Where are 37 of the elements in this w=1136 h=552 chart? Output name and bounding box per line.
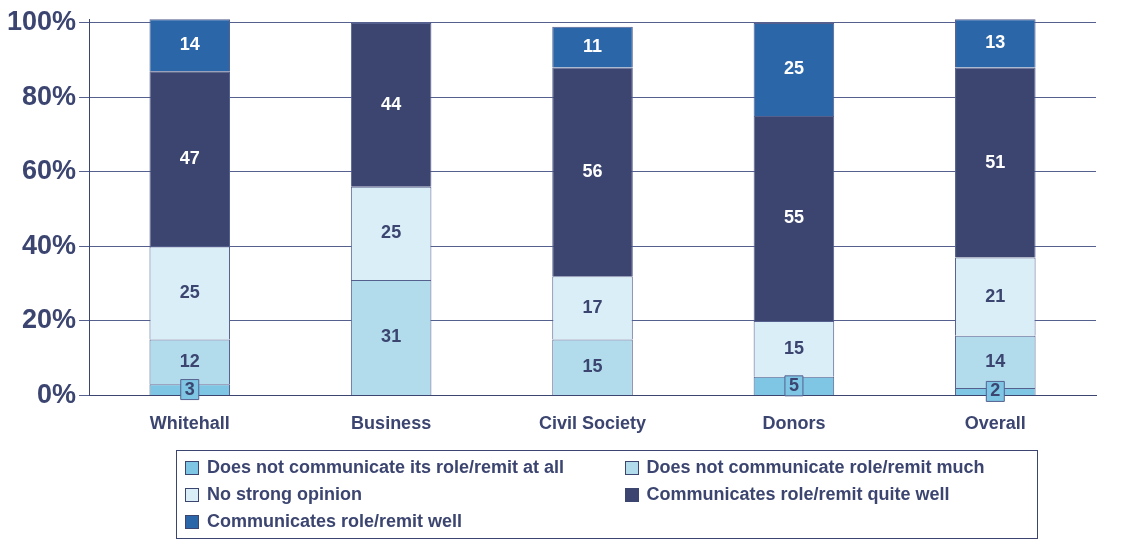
y-tick-label: 20% <box>22 304 77 335</box>
data-label: 3 <box>184 378 195 399</box>
data-label: 5 <box>788 374 799 395</box>
legend-label: Communicates role/remit well <box>207 511 463 532</box>
y-tick-label: 100% <box>6 6 77 37</box>
data-label: 31 <box>381 326 402 347</box>
data-label: 25 <box>381 222 402 243</box>
data-label: 47 <box>179 147 200 168</box>
data-label: 44 <box>381 93 402 114</box>
x-tick-label: Overall <box>964 413 1026 434</box>
legend-label: Does not communicate its role/remit at all <box>207 457 565 478</box>
data-label: 15 <box>783 337 804 358</box>
data-label: 21 <box>985 285 1006 306</box>
data-label: 14 <box>985 350 1006 371</box>
data-label: 55 <box>783 207 804 228</box>
data-label: 14 <box>179 34 200 55</box>
x-tick-label: Civil Society <box>539 413 647 434</box>
x-tick-label: Business <box>351 413 432 434</box>
legend-label: No strong opinion <box>207 484 362 505</box>
data-label: 2 <box>990 380 1001 401</box>
data-label: 12 <box>179 350 200 371</box>
legend-label: Does not communicate role/remit much <box>646 457 985 478</box>
data-label: 17 <box>582 296 603 317</box>
data-label: 51 <box>985 151 1006 172</box>
data-label: 25 <box>783 58 804 79</box>
data-label: 56 <box>582 160 603 181</box>
legend-label: Communicates role/remit quite well <box>646 484 950 505</box>
x-tick-label: Donors <box>762 413 826 434</box>
y-tick-label: 80% <box>22 80 77 111</box>
data-label: 15 <box>582 356 603 377</box>
data-label: 13 <box>985 32 1006 53</box>
data-label: 11 <box>583 36 603 57</box>
x-tick-label: Whitehall <box>149 413 230 434</box>
y-tick-label: 60% <box>22 155 77 186</box>
y-tick-label: 40% <box>22 229 77 260</box>
data-label: 25 <box>179 281 200 302</box>
y-tick-label: 0% <box>37 378 77 409</box>
